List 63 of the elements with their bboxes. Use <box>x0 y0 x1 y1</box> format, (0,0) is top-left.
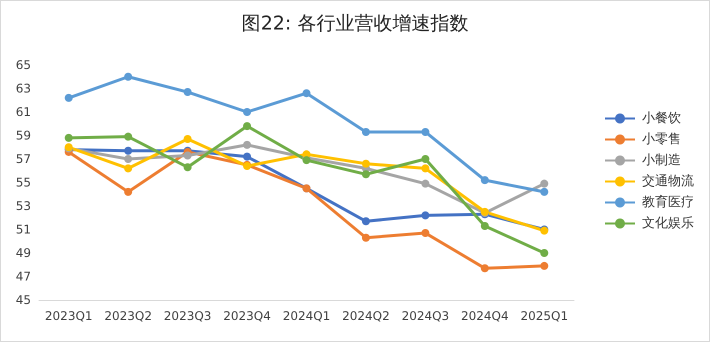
legend-label: 小制造 <box>642 153 681 168</box>
point <box>124 155 132 163</box>
point <box>421 180 430 188</box>
x-tick-label: 2023Q3 <box>164 309 212 323</box>
y-tick-label: 65 <box>16 58 31 72</box>
legend-label: 小餐饮 <box>642 111 681 126</box>
point <box>421 229 430 238</box>
legend-label: 交通物流 <box>642 173 694 189</box>
point <box>124 164 132 172</box>
legend-label: 小零售 <box>642 132 681 147</box>
point <box>64 134 73 142</box>
y-tick-label: 61 <box>16 105 31 119</box>
point <box>184 151 192 160</box>
point <box>362 170 370 178</box>
y-tick-label: 45 <box>16 293 31 307</box>
point <box>480 176 489 184</box>
y-tick-label: 59 <box>16 128 31 142</box>
point <box>362 128 370 136</box>
point <box>302 156 310 164</box>
point <box>540 188 548 196</box>
point <box>421 128 430 136</box>
y-tick-label: 47 <box>16 270 31 284</box>
legend-label: 文化娱乐 <box>642 216 694 231</box>
x-tick-label: 2023Q1 <box>44 309 93 323</box>
x-tick-label: 2024Q3 <box>402 309 450 323</box>
point <box>243 108 252 116</box>
point <box>124 146 132 155</box>
y-tick-label: 51 <box>16 222 31 236</box>
point <box>243 152 252 161</box>
point <box>480 222 489 230</box>
point <box>540 249 548 257</box>
point <box>124 132 132 141</box>
point <box>362 160 370 168</box>
y-tick-label: 55 <box>16 176 31 190</box>
point <box>421 211 430 220</box>
x-tick-label: 2025Q1 <box>520 309 568 323</box>
y-tick-label: 53 <box>16 199 31 213</box>
y-tick-label: 63 <box>16 82 31 96</box>
point <box>421 164 430 172</box>
x-tick-label: 2024Q4 <box>461 309 509 323</box>
point <box>421 155 430 163</box>
point <box>302 89 310 98</box>
point <box>124 188 132 196</box>
point <box>480 264 489 272</box>
point <box>540 262 548 270</box>
x-tick-label: 2023Q4 <box>223 309 271 323</box>
point <box>362 234 370 242</box>
y-tick-label: 49 <box>16 246 31 260</box>
x-tick-label: 2023Q2 <box>104 309 152 323</box>
point <box>64 94 73 102</box>
x-tick-label: 2024Q2 <box>342 309 390 323</box>
point <box>362 217 370 226</box>
point <box>243 122 252 130</box>
legend-label: 教育医疗 <box>642 194 694 210</box>
x-tick-label: 2024Q1 <box>282 309 330 323</box>
point <box>184 88 192 96</box>
point <box>124 72 132 81</box>
point <box>243 140 252 149</box>
point <box>540 180 548 188</box>
point <box>184 163 192 172</box>
chart-title: 图22: 各行业营收增速指数 <box>242 12 468 34</box>
point <box>184 135 192 144</box>
y-tick-label: 57 <box>16 152 31 166</box>
